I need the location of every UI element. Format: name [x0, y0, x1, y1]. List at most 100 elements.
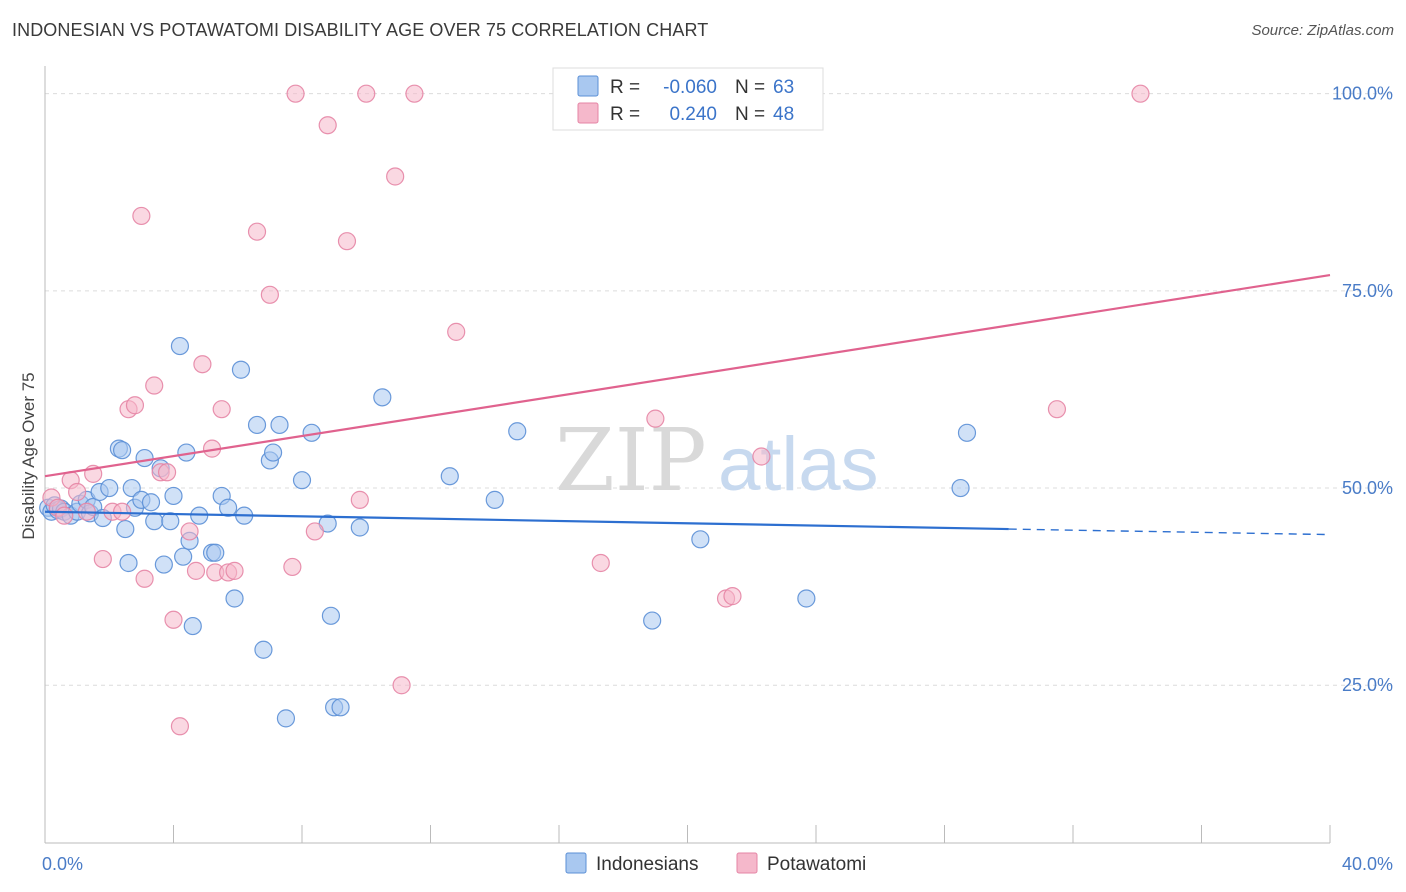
- point-indonesians: [797, 589, 816, 608]
- point-potawatomi: [1131, 84, 1150, 103]
- point-indonesians: [247, 415, 267, 435]
- point-potawatomi: [591, 553, 610, 573]
- legend-r-value-1: -0.060: [663, 77, 717, 98]
- point-indonesians: [270, 415, 289, 435]
- point-indonesians: [508, 422, 527, 441]
- data-points: [39, 84, 1150, 736]
- point-potawatomi: [157, 463, 177, 482]
- legend-r-value-2: 0.240: [669, 104, 717, 125]
- legend: R = -0.060 N = 63 R = 0.240 N = 48: [552, 67, 824, 131]
- legend-swatch-indonesians: [577, 75, 599, 97]
- point-indonesians: [119, 553, 138, 573]
- point-indonesians: [206, 543, 225, 562]
- point-indonesians: [183, 616, 202, 636]
- point-indonesians: [373, 388, 392, 407]
- point-potawatomi: [135, 569, 154, 588]
- point-indonesians: [254, 640, 273, 659]
- point-indonesians: [135, 448, 154, 468]
- point-indonesians: [350, 518, 369, 537]
- y-tick-label: 100.0%: [1332, 84, 1393, 104]
- point-indonesians: [263, 443, 283, 462]
- point-indonesians: [161, 512, 180, 531]
- point-potawatomi: [68, 482, 87, 502]
- axes: [44, 66, 1331, 844]
- bottom-legend-swatch-potawatomi: [736, 852, 758, 874]
- watermark: ZIP atlas: [555, 411, 879, 511]
- trend-line-potawatomi: [44, 273, 1331, 478]
- trend-lines: [44, 273, 1331, 536]
- point-indonesians: [174, 547, 193, 566]
- chart-title: INDONESIAN VS POTAWATOMI DISABILITY AGE …: [12, 20, 709, 40]
- point-indonesians: [957, 423, 977, 442]
- tick-labels: 25.0% 50.0% 75.0% 100.0% 0.0% 40.0%: [42, 84, 1393, 874]
- legend-n-value-2: 48: [773, 104, 794, 125]
- bottom-legend-swatch-indonesians: [565, 852, 587, 874]
- bottom-legend: Indonesians Potawatomi: [565, 852, 866, 875]
- point-indonesians: [116, 519, 135, 539]
- legend-n-label-2: N =: [735, 104, 765, 125]
- point-potawatomi: [1047, 400, 1067, 419]
- point-indonesians: [691, 530, 710, 549]
- source-label: Source: ZipAtlas.com: [1251, 22, 1394, 39]
- point-potawatomi: [55, 506, 74, 525]
- point-potawatomi: [247, 222, 267, 241]
- point-potawatomi: [225, 561, 244, 580]
- y-axis-label: Disability Age Over 75: [19, 372, 38, 539]
- x-tick-label: 40.0%: [1342, 854, 1393, 874]
- point-potawatomi: [286, 84, 305, 103]
- trend-extension-indonesians: [1008, 528, 1331, 536]
- point-potawatomi: [260, 285, 279, 304]
- point-indonesians: [145, 512, 164, 531]
- bottom-legend-label-indonesians: Indonesians: [596, 854, 698, 875]
- point-potawatomi: [193, 355, 212, 374]
- point-potawatomi: [392, 676, 411, 695]
- bottom-legend-label-potawatomi: Potawatomi: [767, 854, 866, 875]
- point-indonesians: [440, 467, 459, 486]
- point-potawatomi: [212, 400, 231, 419]
- point-indonesians: [231, 360, 251, 379]
- y-tick-label: 25.0%: [1342, 675, 1393, 695]
- point-indonesians: [122, 478, 141, 498]
- point-potawatomi: [305, 522, 324, 541]
- legend-swatch-potawatomi: [577, 102, 599, 124]
- y-tick-label: 75.0%: [1342, 281, 1393, 301]
- point-potawatomi: [132, 206, 151, 226]
- point-indonesians: [643, 611, 662, 630]
- point-indonesians: [485, 490, 504, 509]
- watermark-zip: ZIP: [555, 411, 707, 511]
- point-potawatomi: [447, 322, 466, 341]
- point-indonesians: [141, 493, 161, 512]
- point-indonesians: [219, 498, 238, 517]
- trend-line-indonesians: [44, 510, 1009, 531]
- y-tick-label: 50.0%: [1342, 478, 1393, 498]
- point-indonesians: [321, 606, 341, 625]
- point-potawatomi: [357, 84, 376, 103]
- point-potawatomi: [752, 447, 771, 466]
- point-indonesians: [225, 589, 244, 608]
- point-indonesians: [292, 471, 312, 490]
- point-indonesians: [164, 486, 183, 506]
- point-potawatomi: [337, 232, 357, 251]
- point-potawatomi: [723, 587, 742, 606]
- point-potawatomi: [186, 561, 206, 580]
- point-potawatomi: [93, 549, 112, 569]
- point-indonesians: [170, 336, 190, 356]
- point-indonesians: [100, 478, 119, 498]
- point-potawatomi: [125, 396, 145, 415]
- point-potawatomi: [646, 409, 665, 428]
- legend-n-value-1: 63: [773, 77, 794, 98]
- point-potawatomi: [164, 610, 183, 629]
- watermark-atlas: atlas: [718, 422, 879, 507]
- legend-n-label-1: N =: [735, 77, 765, 98]
- point-potawatomi: [145, 376, 164, 395]
- point-potawatomi: [170, 717, 190, 736]
- point-potawatomi: [112, 502, 132, 521]
- legend-r-label-2: R =: [610, 104, 640, 125]
- point-potawatomi: [350, 490, 369, 509]
- point-indonesians: [331, 698, 350, 717]
- x-tick-label: 0.0%: [42, 854, 83, 874]
- point-potawatomi: [180, 522, 199, 541]
- point-potawatomi: [405, 84, 424, 103]
- point-potawatomi: [386, 167, 405, 186]
